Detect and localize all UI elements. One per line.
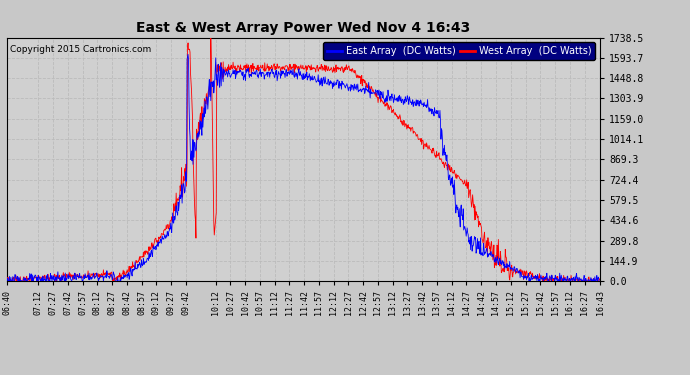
- Text: Copyright 2015 Cartronics.com: Copyright 2015 Cartronics.com: [10, 45, 151, 54]
- Title: East & West Array Power Wed Nov 4 16:43: East & West Array Power Wed Nov 4 16:43: [137, 21, 471, 35]
- Legend: East Array  (DC Watts), West Array  (DC Watts): East Array (DC Watts), West Array (DC Wa…: [324, 42, 595, 60]
